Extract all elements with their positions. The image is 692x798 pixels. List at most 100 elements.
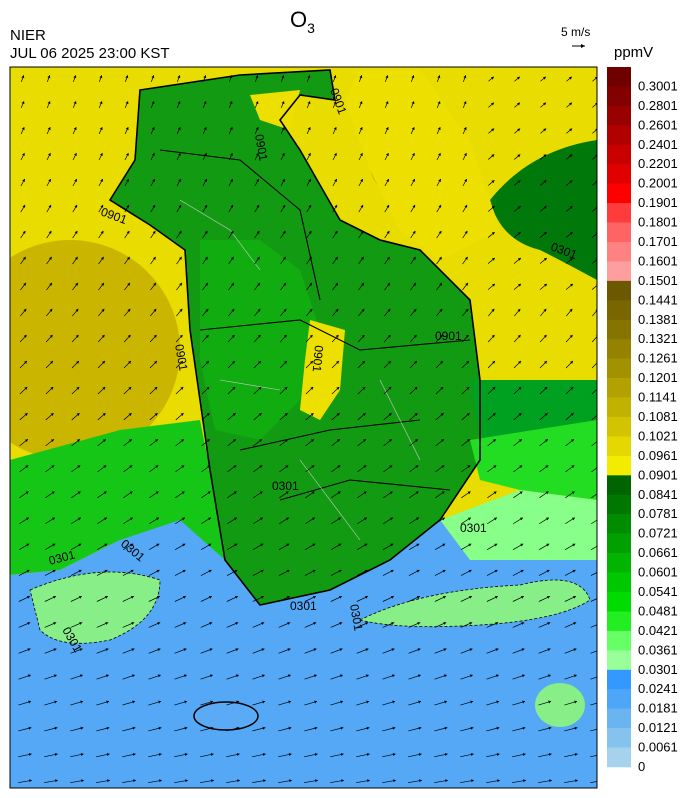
wind-arrow-head: [75, 334, 79, 338]
wind-arrow-head: [314, 700, 318, 704]
wind-arrow-head: [417, 622, 421, 625]
colorbar-bin: [607, 728, 631, 748]
wind-arrow-head: [50, 439, 54, 443]
wind-arrow-head: [24, 387, 28, 390]
colorbar-label: 0.1381: [638, 312, 678, 327]
wind-arrow-head: [258, 387, 262, 390]
wind-arrow-head: [391, 622, 395, 625]
wind-arrow-head: [259, 465, 263, 469]
wind-arrow-head: [76, 387, 80, 390]
wind-arrow-head: [493, 491, 497, 495]
wind-arrow-head: [129, 491, 133, 495]
wind-arrow-head: [572, 595, 576, 599]
wind-arrow-head: [336, 439, 340, 443]
wind-arrow-head: [437, 101, 441, 105]
wind-arrow-head: [284, 360, 287, 364]
wind-arrow-head: [389, 465, 393, 469]
wind-arrow-head: [468, 595, 472, 599]
wind-arrow-head: [47, 75, 51, 79]
wind-arrow-head: [232, 360, 235, 364]
wind-arrow-head: [496, 700, 500, 704]
wind-arrow-head: [183, 622, 187, 625]
wind-arrow-head: [334, 230, 338, 234]
wind-arrow-head: [208, 569, 212, 573]
wind-arrow-head: [366, 726, 370, 730]
wind-arrow-head: [260, 595, 264, 599]
wind-arrow-head: [549, 779, 552, 783]
wind-arrow-head: [101, 308, 105, 312]
wind-arrow-head: [180, 439, 184, 443]
wind-arrow-head: [23, 334, 27, 338]
wind-arrow-head: [414, 439, 418, 443]
wind-arrow-head: [575, 779, 578, 783]
wind-arrow-head: [570, 283, 573, 287]
wind-arrow-head: [289, 779, 292, 783]
wind-arrow-head: [490, 76, 494, 80]
wind-arrow-head: [360, 178, 363, 182]
colorbar-label: 0.1441: [638, 292, 678, 307]
colorbar-bin: [607, 630, 631, 651]
wind-arrow-head: [229, 101, 233, 105]
wind-arrow-head: [359, 101, 363, 105]
wind-arrow-head: [177, 101, 181, 105]
wind-arrow-head: [126, 178, 129, 182]
wind-arrow-head: [568, 76, 572, 80]
wind-arrow-head: [180, 360, 183, 364]
wind-arrow-head: [25, 517, 29, 521]
wind-arrow-head: [128, 360, 131, 364]
colorbar-bin: [607, 475, 631, 496]
wind-arrow-head: [261, 622, 265, 625]
wind-arrow-head: [106, 726, 110, 730]
wind-arrow-head: [257, 308, 261, 312]
wind-arrow-head: [359, 127, 363, 131]
wind-arrow-head: [388, 387, 392, 390]
wind-arrow-head: [542, 76, 546, 80]
wind-arrow-head: [464, 204, 468, 208]
wind-arrow-head: [573, 674, 577, 678]
wind-arrow-head: [438, 256, 442, 260]
wind-arrow-head: [416, 595, 420, 599]
wind-arrow-head: [360, 230, 364, 234]
wind-arrow-head: [491, 257, 495, 261]
wind-arrow-head: [517, 308, 521, 312]
wind-arrow-head: [491, 308, 495, 312]
wind-arrow-head: [288, 700, 292, 704]
colorbar-bin: [607, 397, 631, 418]
wind-arrow-head: [569, 334, 573, 338]
wind-arrow-head: [131, 648, 135, 652]
wind-arrow-head: [50, 413, 54, 416]
wind-arrow-head: [545, 517, 549, 521]
wind-arrow-head: [599, 622, 602, 625]
wind-arrow-head: [21, 101, 25, 105]
wind-arrow-head: [178, 230, 182, 234]
wind-arrow: [591, 207, 597, 212]
agency: NIER: [10, 27, 46, 44]
wind-arrow-head: [24, 360, 27, 364]
wind-arrow-head: [470, 700, 474, 704]
wind-arrow-head: [286, 543, 290, 547]
wind-arrow-head: [100, 178, 103, 182]
wind-arrow-head: [366, 700, 370, 704]
wind-arrow: [591, 259, 597, 264]
colorbar-bin: [607, 105, 631, 126]
wind-arrow-head: [570, 439, 574, 443]
wind-arrow-head: [491, 128, 495, 132]
wind-arrow-head: [51, 465, 55, 469]
colorbar-bin: [607, 67, 631, 87]
wind-arrow-head: [492, 413, 496, 416]
wind-arrow-head: [570, 387, 574, 390]
wind-arrow-head: [255, 101, 259, 105]
wind-arrow-head: [50, 387, 54, 390]
wind-arrow-head: [412, 256, 416, 260]
wind-arrow-head: [411, 75, 415, 79]
wind-arrow-head: [102, 360, 105, 364]
wind-arrow-head: [127, 308, 131, 312]
wind-arrow-head: [312, 595, 316, 599]
wind-arrow-head: [284, 439, 288, 443]
wind-arrow-head: [314, 726, 318, 730]
wind-arrow-head: [388, 413, 392, 416]
contour-label: 0901: [310, 345, 326, 373]
wind-arrow-head: [470, 726, 474, 730]
wind-arrow-head: [463, 101, 467, 105]
